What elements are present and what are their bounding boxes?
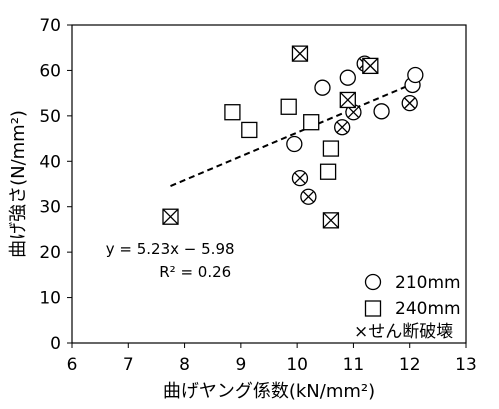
- circle-marker: [407, 66, 424, 84]
- x-tick-label: 10: [286, 355, 308, 375]
- y-tick-label: 30: [39, 198, 61, 218]
- data-point-240mm: [322, 212, 340, 229]
- data-point-240mm: [224, 104, 241, 121]
- circle-marker: [339, 69, 356, 86]
- y-tick-label: 40: [39, 152, 61, 172]
- trendline: [170, 81, 416, 187]
- data-points: [162, 45, 424, 229]
- x-tick-label: 13: [455, 355, 477, 375]
- shear-cross-mark: [322, 212, 339, 229]
- data-point-210mm: [373, 103, 390, 120]
- y-tick-label: 0: [50, 334, 61, 354]
- data-point-240mm: [322, 140, 340, 157]
- y-tick-label: 50: [39, 107, 61, 127]
- data-point-240mm: [339, 91, 356, 109]
- data-point-210mm: [401, 94, 418, 112]
- shear-cross-mark: [302, 191, 315, 203]
- data-point-210mm: [286, 135, 303, 153]
- y-tick-label: 60: [39, 61, 61, 81]
- data-point-210mm: [407, 66, 424, 84]
- shear-cross-mark: [347, 106, 360, 118]
- y-tick-label: 10: [39, 289, 61, 309]
- shear-cross-mark: [162, 208, 179, 225]
- legend-label-210mm: 210mm: [395, 273, 461, 293]
- data-point-240mm: [241, 121, 258, 139]
- data-point-210mm: [314, 79, 331, 96]
- shear-cross-mark: [336, 121, 348, 133]
- data-point-210mm: [339, 69, 356, 86]
- x-tick-label: 8: [179, 355, 190, 375]
- data-point-240mm: [362, 57, 379, 75]
- axes: [71, 24, 467, 344]
- circle-marker: [314, 79, 331, 96]
- square-marker: [224, 104, 241, 121]
- legend-square-marker: [364, 300, 382, 317]
- trendline-r2: R² = 0.26: [159, 263, 231, 281]
- y-tick-label: 20: [39, 243, 61, 263]
- shear-cross-mark: [291, 45, 308, 62]
- square-marker: [319, 163, 337, 180]
- x-tick-label: 9: [235, 355, 246, 375]
- legend-circle-marker: [364, 273, 382, 291]
- x-tick-label: 12: [399, 355, 421, 375]
- square-marker: [280, 98, 297, 115]
- data-point-240mm: [291, 45, 309, 62]
- y-axis-title: 曲げ強さ(N/mm²): [8, 110, 29, 258]
- shear-cross-mark: [339, 91, 356, 108]
- data-point-210mm: [334, 119, 351, 136]
- y-tick-label: 70: [39, 16, 61, 36]
- data-point-240mm: [162, 208, 179, 225]
- plot-frame: [71, 24, 467, 344]
- shear-cross-mark: [404, 97, 416, 109]
- trendline-equation: y = 5.23x − 5.98: [106, 240, 235, 258]
- x-tick-label: 6: [67, 355, 78, 375]
- y-tick-labels: 0 10 20 30 40 50 60 70: [39, 16, 72, 354]
- legend-label-shear: ×せん断破壊: [354, 322, 453, 342]
- circle-marker: [286, 135, 303, 153]
- x-tick-label: 7: [123, 355, 134, 375]
- circle-marker: [373, 103, 390, 120]
- shear-cross-mark: [362, 57, 379, 74]
- x-axis-title: 曲げヤング係数(kN/mm²): [163, 381, 375, 402]
- data-point-240mm: [280, 98, 297, 115]
- x-tick-label: 11: [343, 355, 365, 375]
- square-marker: [241, 121, 258, 139]
- data-point-210mm: [300, 188, 317, 205]
- data-point-240mm: [303, 114, 320, 131]
- x-tick-labels: 6 7 8 9 10 11 12 13: [67, 343, 477, 375]
- square-marker: [322, 140, 340, 157]
- legend-label-240mm: 240mm: [395, 299, 461, 319]
- data-point-210mm: [291, 169, 309, 187]
- legend: 210mm 240mm ×せん断破壊: [354, 273, 461, 342]
- shear-cross-mark: [294, 172, 306, 184]
- trendline-group: [170, 81, 416, 187]
- data-point-240mm: [319, 163, 337, 180]
- square-marker: [303, 114, 320, 131]
